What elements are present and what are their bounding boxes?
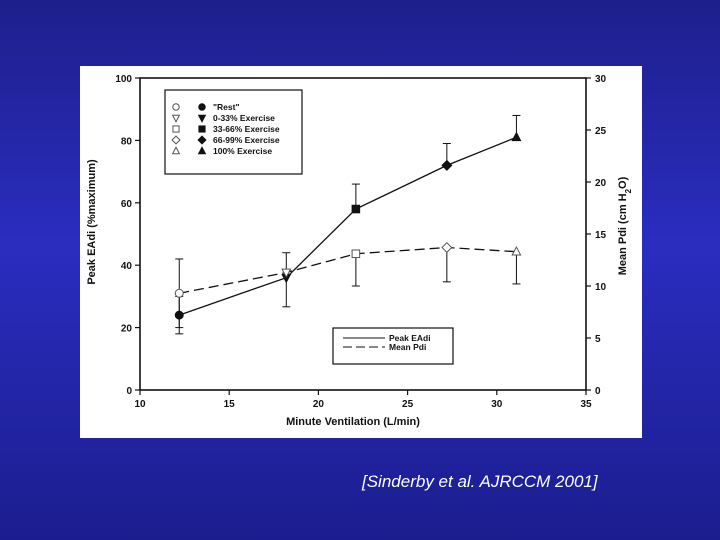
x-tick-label: 15 [224, 399, 236, 410]
y-tick-label: 0 [126, 386, 132, 397]
data-point [441, 241, 453, 254]
legend-marker-open [171, 135, 181, 145]
legend-marker-open [171, 114, 181, 123]
marker-legend-box [164, 89, 303, 175]
legend-label: 66-99% Exercise [213, 135, 280, 145]
legend-label: 100% Exercise [213, 146, 272, 156]
y2-tick-label: 30 [595, 74, 607, 85]
y-tick-label: 20 [121, 324, 133, 335]
y2-tick-label: 0 [595, 386, 601, 397]
legend-marker-filled [197, 135, 207, 145]
y2-tick-label: 25 [595, 126, 607, 137]
legend-marker-filled [198, 125, 206, 133]
y-tick-label: 80 [121, 136, 133, 147]
data-point [281, 268, 292, 279]
chart-svg: 10 15 20 25 30 35020406080100051015202530Minu… [86, 74, 633, 428]
data-point [351, 204, 361, 214]
y2-tick-label: 20 [595, 178, 607, 189]
legend-marker-filled [198, 103, 206, 111]
chart-figure: 10 15 20 25 30 35 0 20 40 60 80 100 0 5 10 15 20 25 30 Minu… [80, 66, 642, 438]
y2-tick-label: 15 [595, 230, 607, 241]
y-tick-label: 40 [121, 261, 133, 272]
x-tick-label: 30 [491, 399, 503, 410]
y2-title-main: Mean Pdi (cm H [617, 193, 629, 275]
series-line [179, 246, 517, 294]
legend-marker-open [171, 146, 181, 155]
legend-line-label: Peak EAdi [389, 333, 431, 343]
citation-text: [Sinderby et al. AJRCCM 2001] [362, 472, 598, 491]
legend-label: 0-33% Exercise [213, 113, 275, 123]
y-tick-label: 100 [115, 74, 132, 85]
legend-line-label: Mean Pdi [389, 342, 426, 352]
data-point [511, 131, 522, 142]
legend-marker-open [172, 125, 180, 133]
legend-label: "Rest" [213, 102, 239, 112]
data-point [441, 159, 453, 171]
x-tick-label: 20 [313, 399, 325, 410]
y2-title-tail: O) [617, 176, 629, 189]
x-tick-label: 10 [134, 399, 146, 410]
line-legend-box [332, 327, 454, 365]
y2-tick-label: 5 [595, 334, 601, 345]
y-tick-label: 60 [121, 199, 133, 210]
data-point [511, 245, 522, 256]
x-tick-label: 35 [580, 399, 592, 410]
y2-tick-label: 10 [595, 282, 607, 293]
legend-marker-filled [197, 146, 207, 155]
y2-title-sub: 2 [624, 188, 633, 193]
data-point [351, 249, 361, 259]
x-tick-label: 25 [402, 399, 414, 410]
x-axis-title: Minute Ventilation (L/min) [286, 416, 420, 428]
y2-axis-title: Mean Pdi (cm H2O) [617, 176, 633, 275]
y-axis-title: Peak EAdi (%maximum) [86, 159, 98, 285]
legend-marker-filled [197, 114, 207, 123]
data-point [174, 288, 184, 298]
legend-marker-open [172, 103, 180, 111]
legend-label: 33-66% Exercise [213, 124, 280, 134]
